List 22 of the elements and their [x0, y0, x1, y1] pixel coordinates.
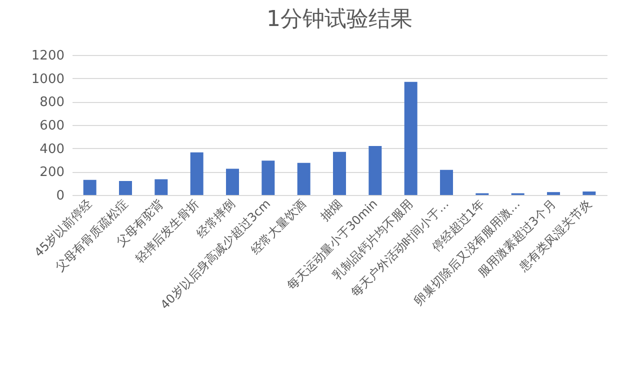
bar [297, 162, 310, 195]
bar [154, 179, 168, 195]
y-tick-label: 600 [40, 118, 64, 134]
bar [333, 152, 346, 195]
bar [547, 192, 560, 195]
bar [226, 168, 239, 195]
chart-title: 1分钟试验结果 [266, 7, 412, 32]
bar [440, 170, 453, 195]
bar [262, 160, 275, 195]
y-tick-label: 200 [40, 165, 64, 180]
y-tick-label: 1200 [31, 48, 64, 64]
bar [582, 192, 596, 195]
x-tick-label: 抽烟 [318, 196, 344, 224]
bar [404, 82, 418, 195]
bar [368, 146, 382, 195]
bar [190, 152, 204, 195]
bar [119, 181, 132, 195]
y-tick-label: 0 [56, 188, 64, 204]
y-tick-label: 400 [40, 142, 64, 157]
y-tick-label: 800 [40, 95, 64, 110]
bar [83, 180, 96, 195]
y-tick-label: 1000 [31, 72, 64, 87]
